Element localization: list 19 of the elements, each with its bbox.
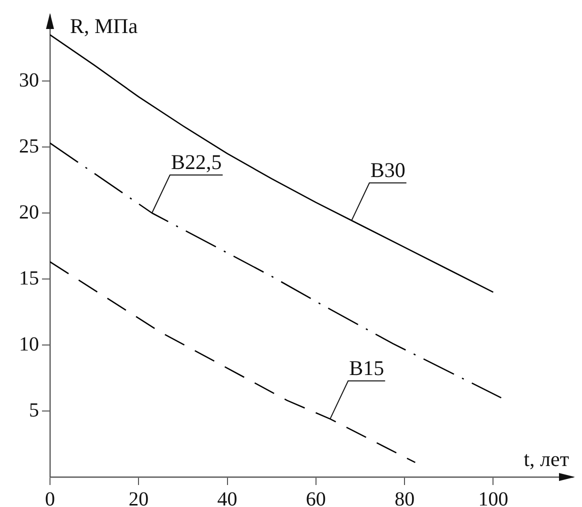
- line-series: [50, 142, 502, 398]
- y-tick-label: 10: [19, 333, 39, 356]
- x-tick-label: 0: [45, 488, 55, 507]
- y-axis-title: R, МПа: [70, 14, 138, 38]
- y-tick-label: 5: [29, 399, 39, 422]
- x-tick-label: 40: [217, 488, 238, 507]
- x-tick-label: 80: [394, 488, 415, 507]
- y-tick-label: 25: [19, 135, 39, 158]
- x-tick-label: 60: [306, 488, 326, 507]
- y-tick-label: 15: [19, 267, 39, 290]
- y-tick-label: 20: [19, 201, 39, 224]
- x-axis-title: t, лет: [524, 447, 569, 472]
- annotation: B30: [370, 158, 406, 182]
- line-series: [50, 261, 416, 464]
- x-tick-label: 100: [478, 488, 508, 507]
- annotation: B22,5: [170, 150, 222, 174]
- y-tick-label: 30: [19, 69, 39, 92]
- annotation: B15: [349, 356, 384, 380]
- x-tick-label: 20: [128, 488, 149, 507]
